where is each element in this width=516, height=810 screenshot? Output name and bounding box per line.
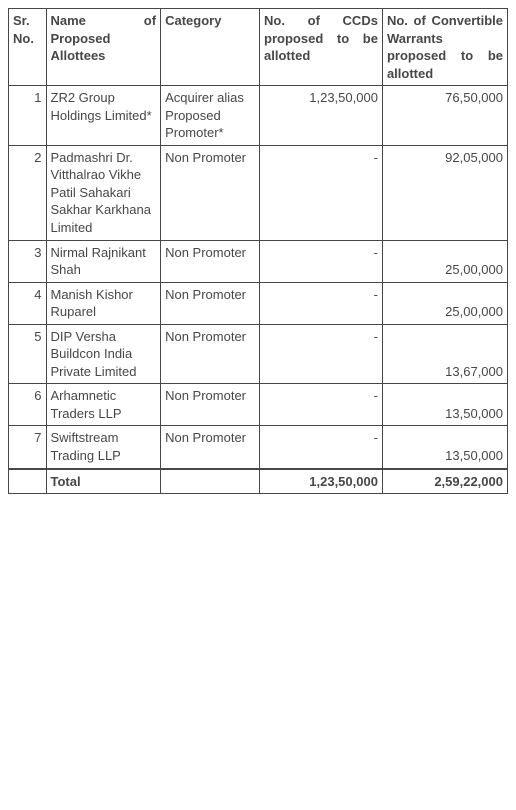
cell-warrants: 76,50,000 xyxy=(382,86,507,146)
cell-category: Non Promoter xyxy=(161,384,260,426)
header-ccds: No. of CCDs proposed to be allotted xyxy=(260,9,383,86)
cell-category: Non Promoter xyxy=(161,324,260,384)
table-row: 5DIP Versha Buildcon India Private Limit… xyxy=(9,324,508,384)
cell-srno: 1 xyxy=(9,86,47,146)
cell-ccds: 1,23,50,000 xyxy=(260,86,383,146)
cell-name: Nirmal Rajnikant Shah xyxy=(46,240,161,282)
header-name: Name of Proposed Allottees xyxy=(46,9,161,86)
header-srno: Sr. No. xyxy=(9,9,47,86)
table-row: 2Padmashri Dr. Vitthalrao Vikhe Patil Sa… xyxy=(9,145,508,240)
cell-total-label: Total xyxy=(46,469,161,494)
cell-name: ZR2 Group Holdings Limited* xyxy=(46,86,161,146)
table-row: 1ZR2 Group Holdings Limited*Acquirer ali… xyxy=(9,86,508,146)
allotment-table: Sr. No. Name of Proposed Allottees Categ… xyxy=(8,8,508,494)
table-body: 1ZR2 Group Holdings Limited*Acquirer ali… xyxy=(9,86,508,494)
cell-category: Acquirer alias Proposed Promoter* xyxy=(161,86,260,146)
cell-ccds: - xyxy=(260,282,383,324)
cell-srno: 6 xyxy=(9,384,47,426)
cell-ccds: - xyxy=(260,145,383,240)
table-row-total: Total 1,23,50,0002,59,22,000 xyxy=(9,469,508,494)
cell-name: Padmashri Dr. Vitthalrao Vikhe Patil Sah… xyxy=(46,145,161,240)
cell-name: DIP Versha Buildcon India Private Limite… xyxy=(46,324,161,384)
cell-total-ccds: 1,23,50,000 xyxy=(260,469,383,494)
cell-name: Manish Kishor Ruparel xyxy=(46,282,161,324)
cell-ccds: - xyxy=(260,324,383,384)
cell-warrants: 13,50,000 xyxy=(382,384,507,426)
cell-category: Non Promoter xyxy=(161,240,260,282)
cell-srno: 7 xyxy=(9,426,47,469)
cell-warrants: 25,00,000 xyxy=(382,240,507,282)
table-row: 6Arhamnetic Traders LLPNon Promoter-13,5… xyxy=(9,384,508,426)
cell-total-srno xyxy=(9,469,47,494)
cell-total-warrants: 2,59,22,000 xyxy=(382,469,507,494)
cell-srno: 4 xyxy=(9,282,47,324)
cell-name: Arhamnetic Traders LLP xyxy=(46,384,161,426)
cell-warrants: 25,00,000 xyxy=(382,282,507,324)
cell-ccds: - xyxy=(260,426,383,469)
table-row: 7Swiftstream Trading LLPNon Promoter-13,… xyxy=(9,426,508,469)
header-category: Category xyxy=(161,9,260,86)
cell-category: Non Promoter xyxy=(161,145,260,240)
table-row: 3Nirmal Rajnikant ShahNon Promoter-25,00… xyxy=(9,240,508,282)
cell-category: Non Promoter xyxy=(161,426,260,469)
cell-ccds: - xyxy=(260,384,383,426)
cell-name: Swiftstream Trading LLP xyxy=(46,426,161,469)
cell-srno: 5 xyxy=(9,324,47,384)
cell-srno: 2 xyxy=(9,145,47,240)
cell-warrants: 13,67,000 xyxy=(382,324,507,384)
header-warrants: No. of Convertible Warrants proposed to … xyxy=(382,9,507,86)
cell-category: Non Promoter xyxy=(161,282,260,324)
cell-srno: 3 xyxy=(9,240,47,282)
table-header: Sr. No. Name of Proposed Allottees Categ… xyxy=(9,9,508,86)
cell-ccds: - xyxy=(260,240,383,282)
cell-warrants: 13,50,000 xyxy=(382,426,507,469)
cell-warrants: 92,05,000 xyxy=(382,145,507,240)
cell-total-category xyxy=(161,469,260,494)
table-row: 4Manish Kishor RuparelNon Promoter-25,00… xyxy=(9,282,508,324)
